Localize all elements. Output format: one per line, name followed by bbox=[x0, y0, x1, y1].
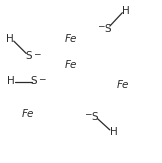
Text: H: H bbox=[110, 127, 117, 137]
Text: Fe: Fe bbox=[117, 80, 129, 90]
Text: Fe: Fe bbox=[22, 109, 35, 119]
Text: −: − bbox=[33, 49, 40, 58]
Text: Fe: Fe bbox=[65, 60, 77, 70]
Text: −: − bbox=[97, 22, 104, 31]
Text: H: H bbox=[7, 76, 15, 87]
Text: H: H bbox=[6, 34, 14, 44]
Text: S: S bbox=[31, 76, 37, 87]
Text: H: H bbox=[122, 6, 129, 16]
Text: −: − bbox=[84, 110, 91, 119]
Text: S: S bbox=[92, 111, 98, 122]
Text: S: S bbox=[25, 51, 32, 61]
Text: −: − bbox=[38, 74, 46, 84]
Text: S: S bbox=[104, 23, 111, 34]
Text: Fe: Fe bbox=[65, 34, 77, 44]
